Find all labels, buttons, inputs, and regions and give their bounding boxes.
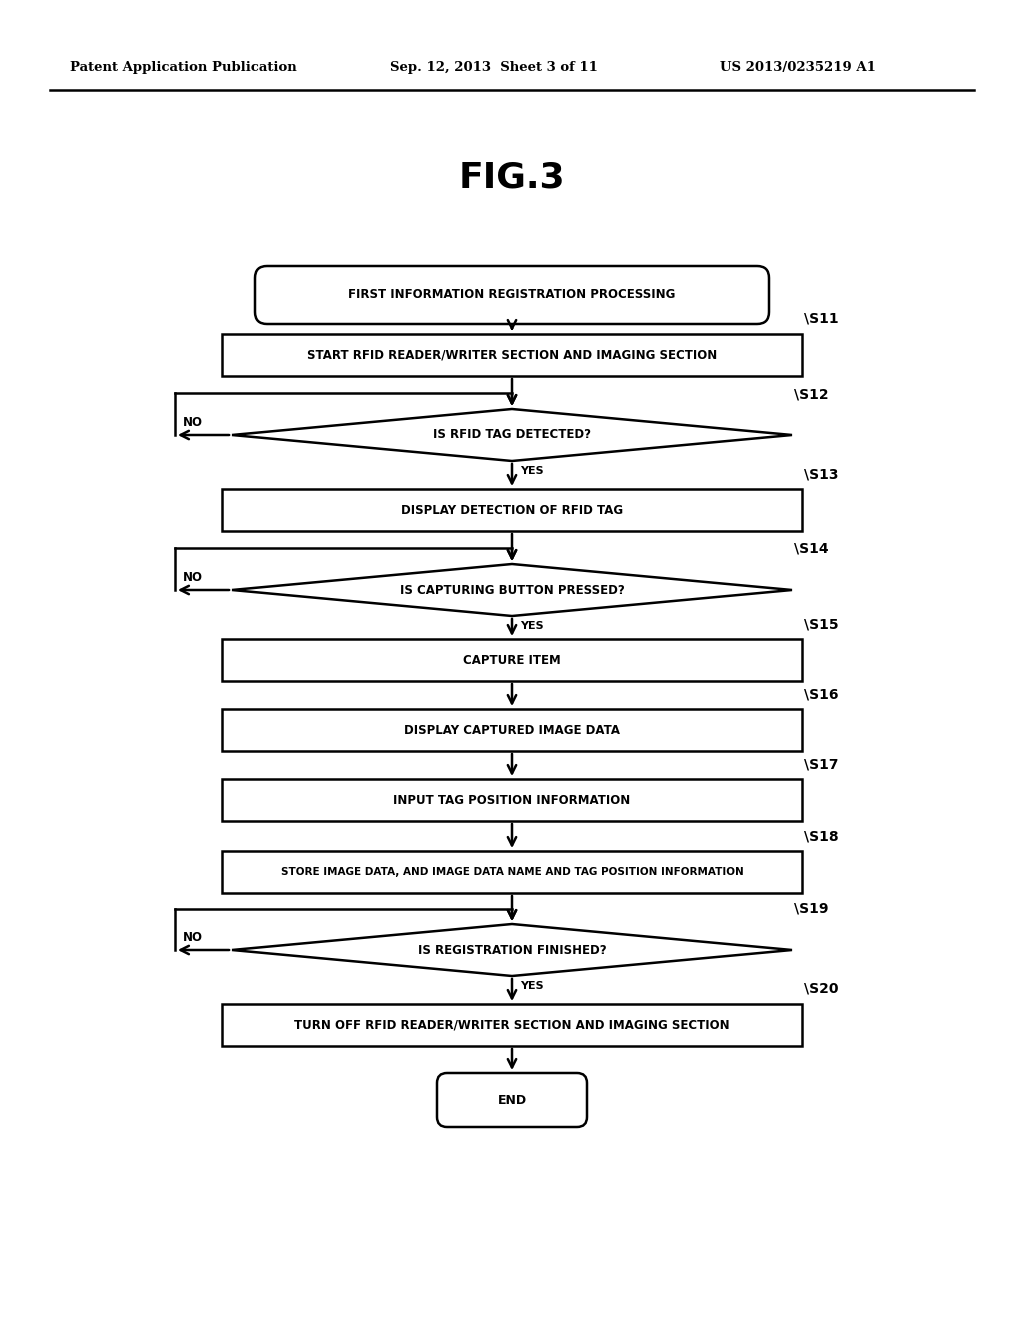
Text: \S20: \S20 bbox=[804, 982, 839, 997]
Text: DISPLAY DETECTION OF RFID TAG: DISPLAY DETECTION OF RFID TAG bbox=[401, 503, 623, 516]
Bar bbox=[222, 851, 802, 894]
Text: Sep. 12, 2013  Sheet 3 of 11: Sep. 12, 2013 Sheet 3 of 11 bbox=[390, 62, 598, 74]
Bar bbox=[222, 779, 802, 821]
Text: Patent Application Publication: Patent Application Publication bbox=[70, 62, 297, 74]
Text: \S17: \S17 bbox=[804, 756, 839, 771]
Text: IS RFID TAG DETECTED?: IS RFID TAG DETECTED? bbox=[433, 429, 591, 441]
Bar bbox=[222, 639, 802, 681]
Text: END: END bbox=[498, 1093, 526, 1106]
Bar bbox=[222, 334, 802, 376]
Text: YES: YES bbox=[520, 620, 544, 631]
Text: \S11: \S11 bbox=[804, 312, 839, 326]
Text: DISPLAY CAPTURED IMAGE DATA: DISPLAY CAPTURED IMAGE DATA bbox=[404, 723, 620, 737]
Text: IS REGISTRATION FINISHED?: IS REGISTRATION FINISHED? bbox=[418, 944, 606, 957]
Text: NO: NO bbox=[183, 931, 203, 944]
Text: \S16: \S16 bbox=[804, 686, 839, 701]
Text: FIG.3: FIG.3 bbox=[459, 161, 565, 195]
Text: \S18: \S18 bbox=[804, 829, 839, 843]
Text: FIRST INFORMATION REGISTRATION PROCESSING: FIRST INFORMATION REGISTRATION PROCESSIN… bbox=[348, 289, 676, 301]
FancyBboxPatch shape bbox=[437, 1073, 587, 1127]
Text: \S13: \S13 bbox=[804, 467, 839, 480]
FancyBboxPatch shape bbox=[255, 267, 769, 323]
Text: CAPTURE ITEM: CAPTURE ITEM bbox=[463, 653, 561, 667]
Text: YES: YES bbox=[520, 466, 544, 477]
Text: \S15: \S15 bbox=[804, 616, 839, 631]
Text: US 2013/0235219 A1: US 2013/0235219 A1 bbox=[720, 62, 876, 74]
Text: TURN OFF RFID READER/WRITER SECTION AND IMAGING SECTION: TURN OFF RFID READER/WRITER SECTION AND … bbox=[294, 1019, 730, 1031]
Text: STORE IMAGE DATA, AND IMAGE DATA NAME AND TAG POSITION INFORMATION: STORE IMAGE DATA, AND IMAGE DATA NAME AN… bbox=[281, 867, 743, 876]
Polygon shape bbox=[232, 409, 792, 461]
Text: \S19: \S19 bbox=[794, 902, 828, 916]
Text: INPUT TAG POSITION INFORMATION: INPUT TAG POSITION INFORMATION bbox=[393, 793, 631, 807]
Bar bbox=[222, 488, 802, 531]
Text: YES: YES bbox=[520, 981, 544, 991]
Bar bbox=[222, 1005, 802, 1045]
Polygon shape bbox=[232, 924, 792, 975]
Text: START RFID READER/WRITER SECTION AND IMAGING SECTION: START RFID READER/WRITER SECTION AND IMA… bbox=[307, 348, 717, 362]
Text: NO: NO bbox=[183, 572, 203, 583]
Text: \S14: \S14 bbox=[794, 543, 828, 556]
Text: \S12: \S12 bbox=[794, 387, 828, 401]
Polygon shape bbox=[232, 564, 792, 616]
Bar bbox=[222, 709, 802, 751]
Text: NO: NO bbox=[183, 416, 203, 429]
Text: IS CAPTURING BUTTON PRESSED?: IS CAPTURING BUTTON PRESSED? bbox=[399, 583, 625, 597]
